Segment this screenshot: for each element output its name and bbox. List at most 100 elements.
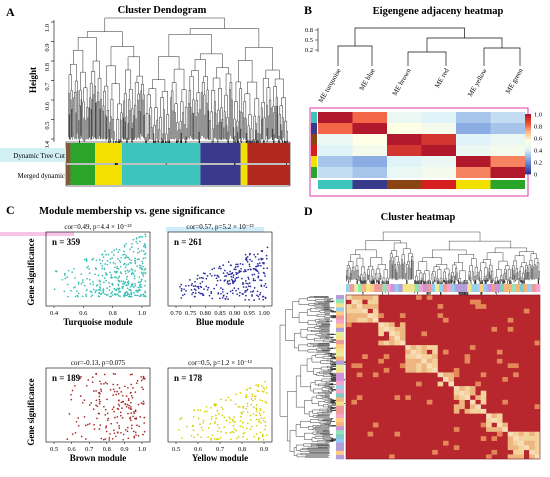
- scatter-point: [262, 267, 265, 270]
- top-strip-cell: [394, 284, 399, 292]
- scatter-point: [133, 435, 136, 438]
- scatter-point: [144, 290, 146, 293]
- scatter-point: [107, 417, 110, 420]
- scatter-point: [265, 392, 268, 394]
- scatter-point: [127, 280, 130, 283]
- scatter-point: [118, 387, 121, 389]
- scatter-point: [211, 434, 214, 437]
- heatmap-cell: [352, 156, 387, 167]
- heatmap-cell: [529, 431, 535, 437]
- panel-a-module-bands: [66, 143, 290, 185]
- eigengene-dendrogram: [337, 27, 521, 66]
- scatter-point: [257, 438, 260, 441]
- scatter-point: [227, 283, 230, 285]
- scatter-point: [253, 287, 256, 289]
- heatmap-cell: [507, 454, 514, 460]
- scatter-point: [95, 390, 97, 392]
- heatmap-cell: [432, 367, 438, 373]
- scatter-point: [91, 381, 94, 384]
- scatter-point: [118, 425, 120, 427]
- scatter-point: [262, 386, 265, 389]
- scatter-point: [86, 423, 89, 426]
- top-strip-cell: [386, 284, 391, 292]
- top-strip-cell: [398, 284, 403, 292]
- scatter-point: [137, 281, 140, 284]
- scatter-point: [220, 406, 223, 409]
- scatter-point: [226, 280, 229, 283]
- scatter-point: [103, 267, 106, 270]
- scatter-point: [248, 387, 251, 390]
- scatter-point: [112, 406, 115, 408]
- scatter-point: [111, 437, 114, 440]
- scatter-point: [246, 411, 249, 413]
- scatter-point: [243, 270, 245, 273]
- scatter-point: [99, 283, 101, 286]
- heatmap-cell: [346, 317, 352, 323]
- heatmap-cell: [394, 431, 401, 437]
- scatter-point: [100, 437, 103, 440]
- scatter-point: [241, 277, 243, 280]
- scatter-point: [255, 433, 258, 435]
- merged-band-5: [240, 165, 248, 185]
- left-strip-cell: [336, 450, 344, 456]
- x-tick-label: 0.75: [185, 310, 196, 317]
- heatmap-cell: [426, 354, 433, 359]
- scatter-point: [106, 287, 109, 289]
- heatmap-cell: [437, 372, 444, 378]
- scatter-point: [106, 419, 109, 422]
- heatmap-cell: [523, 431, 530, 437]
- heatmap-cell: [399, 363, 406, 369]
- scatter-point: [130, 291, 133, 294]
- scatter-point: [80, 435, 83, 438]
- top-strip-cell: [531, 284, 537, 292]
- heatmap-cell: [432, 358, 438, 364]
- module-label-4: ME yellow: [466, 66, 489, 98]
- scatter-point: [242, 405, 244, 408]
- heatmap-cell: [490, 167, 525, 178]
- scatter-point: [248, 253, 251, 256]
- scatter-point: [240, 411, 243, 414]
- scatter-point: [71, 433, 74, 436]
- heatmap-cell: [372, 372, 379, 378]
- scatter-point: [115, 276, 117, 279]
- scatter-point: [131, 271, 134, 274]
- scatter-point: [139, 286, 141, 289]
- heatmap-cell: [523, 440, 530, 446]
- scatter-point: [98, 291, 101, 294]
- scatter-point: [232, 420, 235, 422]
- scatter-point: [215, 277, 218, 280]
- scatter-point: [216, 430, 219, 432]
- heatmap-cell: [372, 304, 379, 309]
- scatter-point: [245, 289, 248, 292]
- top-strip-cell: [350, 284, 355, 292]
- scatter-point: [77, 417, 80, 419]
- heatmap-cell: [410, 358, 417, 364]
- heatmap-cell: [518, 436, 524, 441]
- scatter-point: [140, 286, 143, 288]
- scatter-point: [210, 418, 213, 421]
- heatmap-cell: [352, 123, 387, 134]
- scatter-point: [239, 291, 241, 294]
- heatmap-cell: [372, 422, 379, 428]
- heatmap-cell: [496, 358, 503, 364]
- scatter-point: [109, 258, 112, 260]
- scatter-point: [242, 407, 245, 409]
- heatmap-cell: [448, 377, 454, 382]
- heatmap-cell: [387, 123, 422, 134]
- scatter-point: [251, 395, 254, 398]
- heatmap-cell: [490, 123, 525, 134]
- heatmap-cell: [389, 454, 395, 460]
- scatter-point: [109, 295, 111, 298]
- panel-b-module-labels: ME turquoise ME blue ME brown ME red ME yell…: [317, 66, 525, 104]
- heatmap-cell: [534, 445, 541, 451]
- heatmap-cell: [464, 395, 471, 400]
- scatter-point: [254, 279, 257, 282]
- scatter-point: [138, 266, 141, 269]
- scatter-point: [128, 295, 131, 298]
- scatter-point: [107, 293, 109, 296]
- panel-b-dendrogram: [337, 27, 521, 66]
- scatter-point: [130, 401, 132, 404]
- scatter-point: [210, 406, 212, 409]
- scatter-point: [124, 256, 127, 259]
- left-strip-cell: [336, 389, 344, 394]
